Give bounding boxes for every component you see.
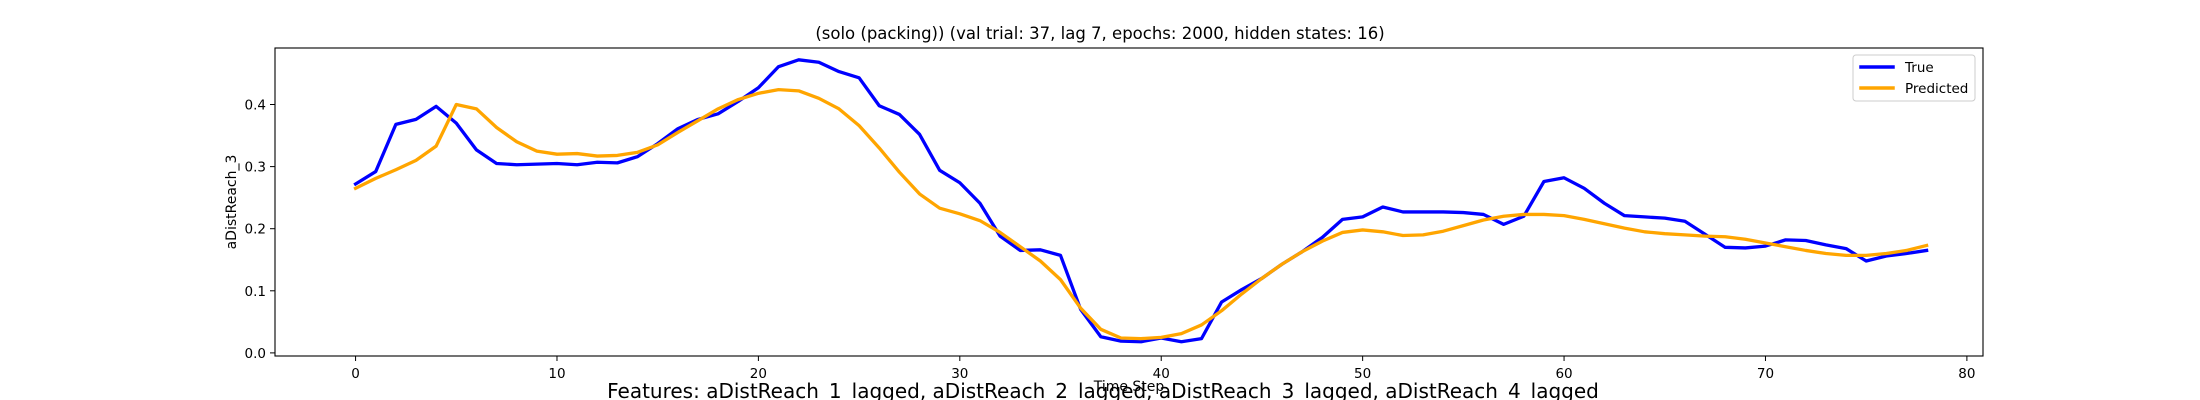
y-axis-ticks: 0.0 0.1 0.2 0.3 0.4 — [245, 98, 275, 362]
y-axis-label: aDistReach_3 — [224, 155, 240, 250]
x-tick-label: 0 — [351, 366, 360, 382]
x-tick-label: 20 — [750, 366, 767, 382]
y-tick-label: 0.1 — [245, 284, 266, 300]
x-axis-label: Time Step — [1093, 379, 1165, 395]
series-line-true — [353, 58, 1929, 344]
y-tick-label: 0.2 — [245, 222, 266, 238]
y-tick-label: 0.3 — [245, 160, 266, 176]
series-line-predicted — [353, 87, 1929, 341]
y-tick-label: 0.0 — [245, 346, 266, 362]
plot-lines — [353, 58, 1929, 344]
legend-label-predicted: Predicted — [1905, 81, 1968, 97]
legend: True Predicted — [1852, 54, 1976, 102]
chart-title: (solo (packing)) (val trial: 37, lag 7, … — [815, 24, 1384, 43]
x-tick-label: 60 — [1555, 366, 1572, 382]
x-tick-label: 10 — [548, 366, 565, 382]
x-tick-label: 40 — [1153, 366, 1170, 382]
x-tick-label: 30 — [951, 366, 968, 382]
legend-label-true: True — [1904, 60, 1934, 76]
x-tick-label: 50 — [1354, 366, 1371, 382]
y-tick-label: 0.4 — [245, 98, 266, 114]
x-tick-label: 80 — [1958, 366, 1975, 382]
x-axis-ticks: 0 10 20 30 40 50 60 70 80 — [351, 356, 1975, 382]
plot-frame — [274, 47, 1984, 357]
features-caption: Features: aDistReach_1_lagged, aDistReac… — [607, 379, 1599, 400]
x-tick-label: 70 — [1757, 366, 1774, 382]
